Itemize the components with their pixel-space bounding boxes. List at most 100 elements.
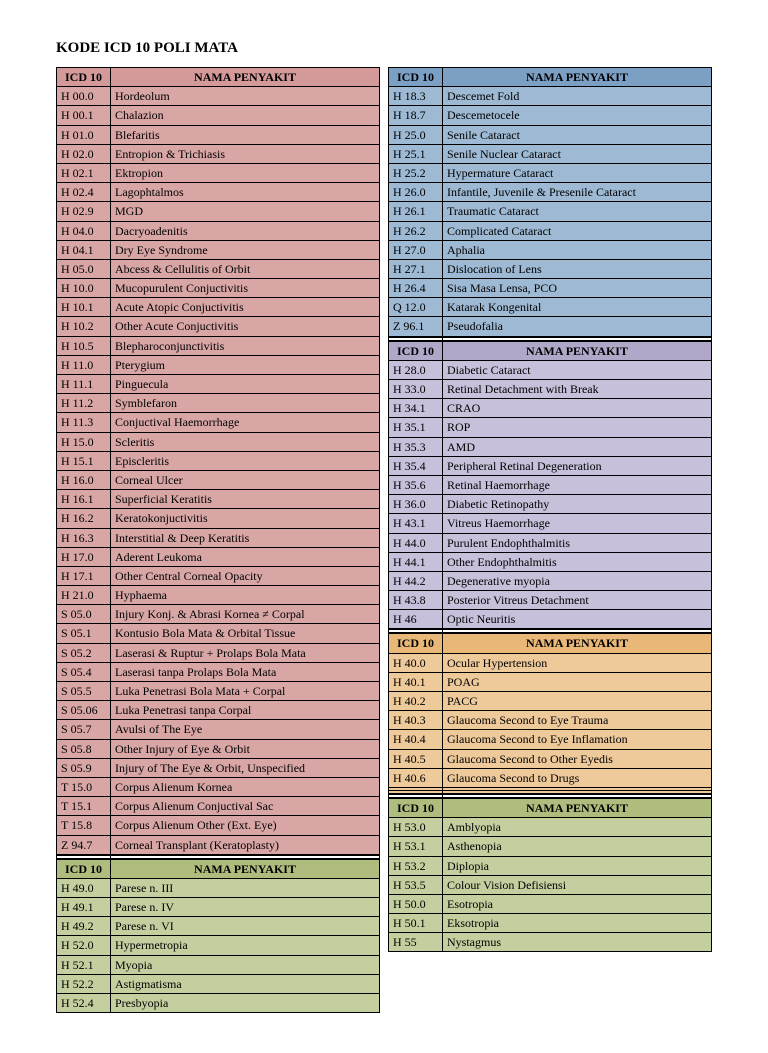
cell-code: H 16.0 bbox=[57, 470, 111, 489]
cell-name: Ocular Hypertension bbox=[443, 653, 712, 672]
table-row: H 53.1Asthenopia bbox=[389, 837, 712, 856]
cell-code: H 10.0 bbox=[57, 279, 111, 298]
cell-name: Optic Neuritis bbox=[443, 610, 712, 629]
cell-name: Eksotropia bbox=[443, 914, 712, 933]
cell-name: Senile Nuclear Cataract bbox=[443, 144, 712, 163]
cell-code: H 15.1 bbox=[57, 451, 111, 470]
table-row: H 10.0Mucopurulent Conjuctivitis bbox=[57, 279, 380, 298]
cell-name: Aphalia bbox=[443, 240, 712, 259]
cell-code: H 26.2 bbox=[389, 221, 443, 240]
cell-code: H 27.0 bbox=[389, 240, 443, 259]
table-green-right: ICD 10 NAMA PENYAKIT H 53.0AmblyopiaH 53… bbox=[388, 798, 712, 953]
table-row: H 26.1Traumatic Cataract bbox=[389, 202, 712, 221]
table-row: H 05.0Abcess & Cellulitis of Orbit bbox=[57, 259, 380, 278]
table-row: H 53.0Amblyopia bbox=[389, 818, 712, 837]
col-name: NAMA PENYAKIT bbox=[111, 859, 380, 878]
rows: H 40.0Ocular HypertensionH 40.1POAGH 40.… bbox=[389, 653, 712, 793]
cell-code: H 44.1 bbox=[389, 552, 443, 571]
table-row: H 11.3Conjuctival Haemorrhage bbox=[57, 413, 380, 432]
cell-code: H 52.1 bbox=[57, 955, 111, 974]
cell-code: T 15.1 bbox=[57, 797, 111, 816]
table-orange: ICD 10 NAMA PENYAKIT H 40.0Ocular Hypert… bbox=[388, 633, 712, 794]
table-row: S 05.8Other Injury of Eye & Orbit bbox=[57, 739, 380, 758]
cell-code: H 35.3 bbox=[389, 437, 443, 456]
cell-name: Hypermature Cataract bbox=[443, 163, 712, 182]
cell-code: H 02.1 bbox=[57, 163, 111, 182]
cell-code: H 05.0 bbox=[57, 259, 111, 278]
header-row: ICD 10 NAMA PENYAKIT bbox=[389, 634, 712, 653]
cell-code: H 40.6 bbox=[389, 768, 443, 787]
cell-name: Sisa Masa Lensa, PCO bbox=[443, 279, 712, 298]
cell-name: Descemetocele bbox=[443, 106, 712, 125]
table-row: H 40.5Glaucoma Second to Other Eyedis bbox=[389, 749, 712, 768]
col-name: NAMA PENYAKIT bbox=[111, 68, 380, 87]
cell-name: Dacryoadenitis bbox=[111, 221, 380, 240]
table-row: H 04.1Dry Eye Syndrome bbox=[57, 240, 380, 259]
cell-code: H 33.0 bbox=[389, 380, 443, 399]
cell-code: H 55 bbox=[389, 933, 443, 952]
header-row: ICD 10 NAMA PENYAKIT bbox=[389, 68, 712, 87]
table-row: S 05.2Laserasi & Ruptur + Prolaps Bola M… bbox=[57, 643, 380, 662]
cell-code: S 05.8 bbox=[57, 739, 111, 758]
table-row: H 52.2Astigmatisma bbox=[57, 974, 380, 993]
table-violet: ICD 10 NAMA PENYAKIT H 28.0Diabetic Cata… bbox=[388, 341, 712, 630]
col-code: ICD 10 bbox=[389, 341, 443, 360]
col-name: NAMA PENYAKIT bbox=[443, 634, 712, 653]
cell-name: Diplopia bbox=[443, 856, 712, 875]
cell-code: H 18.3 bbox=[389, 87, 443, 106]
cell-code: H 11.1 bbox=[57, 375, 111, 394]
cell-code: H 10.1 bbox=[57, 298, 111, 317]
table-row: H 02.4Lagophtalmos bbox=[57, 183, 380, 202]
table-row: H 11.2Symblefaron bbox=[57, 394, 380, 413]
cell-name: Hypermetropia bbox=[111, 936, 380, 955]
table-row: H 02.0Entropion & Trichiasis bbox=[57, 144, 380, 163]
cell-code: H 49.0 bbox=[57, 878, 111, 897]
cell-code: S 05.2 bbox=[57, 643, 111, 662]
table-blue: ICD 10 NAMA PENYAKIT H 18.3Descemet Fold… bbox=[388, 67, 712, 337]
table-row: H 27.1Dislocation of Lens bbox=[389, 259, 712, 278]
cell-code: Z 94.7 bbox=[57, 835, 111, 854]
table-row: H 15.0Scleritis bbox=[57, 432, 380, 451]
cell-name: Lagophtalmos bbox=[111, 183, 380, 202]
cell-code: H 18.7 bbox=[389, 106, 443, 125]
right-column: ICD 10 NAMA PENYAKIT H 18.3Descemet Fold… bbox=[388, 67, 712, 1013]
cell-code: H 16.1 bbox=[57, 490, 111, 509]
cell-name: Nystagmus bbox=[443, 933, 712, 952]
table-row: H 25.1Senile Nuclear Cataract bbox=[389, 144, 712, 163]
cell-code: H 53.1 bbox=[389, 837, 443, 856]
table-row: H 28.0Diabetic Cataract bbox=[389, 360, 712, 379]
cell-name: Glaucoma Second to Eye Inflamation bbox=[443, 730, 712, 749]
cell-code: H 16.2 bbox=[57, 509, 111, 528]
table-row: H 10.2Other Acute Conjuctivitis bbox=[57, 317, 380, 336]
table-row: H 50.1Eksotropia bbox=[389, 914, 712, 933]
cell-name: MGD bbox=[111, 202, 380, 221]
cell-name: Abcess & Cellulitis of Orbit bbox=[111, 259, 380, 278]
table-row: H 02.9MGD bbox=[57, 202, 380, 221]
cell-code: H 44.2 bbox=[389, 571, 443, 590]
cell-code: H 34.1 bbox=[389, 399, 443, 418]
page: KODE ICD 10 POLI MATA ICD 10 NAMA PENYAK… bbox=[0, 0, 768, 1053]
cell-name: Avulsi of The Eye bbox=[111, 720, 380, 739]
cell-code: H 52.2 bbox=[57, 974, 111, 993]
cell-code: H 36.0 bbox=[389, 495, 443, 514]
header-row: ICD 10 NAMA PENYAKIT bbox=[389, 341, 712, 360]
cell-name: Ektropion bbox=[111, 163, 380, 182]
cell-name: Myopia bbox=[111, 955, 380, 974]
cell-code: H 40.3 bbox=[389, 711, 443, 730]
table-row: H 26.0Infantile, Juvenile & Presenile Ca… bbox=[389, 183, 712, 202]
table-row: H 16.2Keratokonjuctivitis bbox=[57, 509, 380, 528]
cell-name: Laserasi & Ruptur + Prolaps Bola Mata bbox=[111, 643, 380, 662]
col-name: NAMA PENYAKIT bbox=[443, 68, 712, 87]
table-row: H 52.1Myopia bbox=[57, 955, 380, 974]
cell-code: H 02.0 bbox=[57, 144, 111, 163]
cell-name: Amblyopia bbox=[443, 818, 712, 837]
table-row: S 05.7Avulsi of The Eye bbox=[57, 720, 380, 739]
cell-name: Degenerative myopia bbox=[443, 571, 712, 590]
cell-name: Interstitial & Deep Keratitis bbox=[111, 528, 380, 547]
table-row: Z 96.1Pseudofalia bbox=[389, 317, 712, 336]
cell-code: S 05.0 bbox=[57, 605, 111, 624]
cell-name: Infantile, Juvenile & Presenile Cataract bbox=[443, 183, 712, 202]
table-row: H 17.1Other Central Corneal Opacity bbox=[57, 566, 380, 585]
cell-code: H 40.0 bbox=[389, 653, 443, 672]
table-row: H 01.0Blefaritis bbox=[57, 125, 380, 144]
